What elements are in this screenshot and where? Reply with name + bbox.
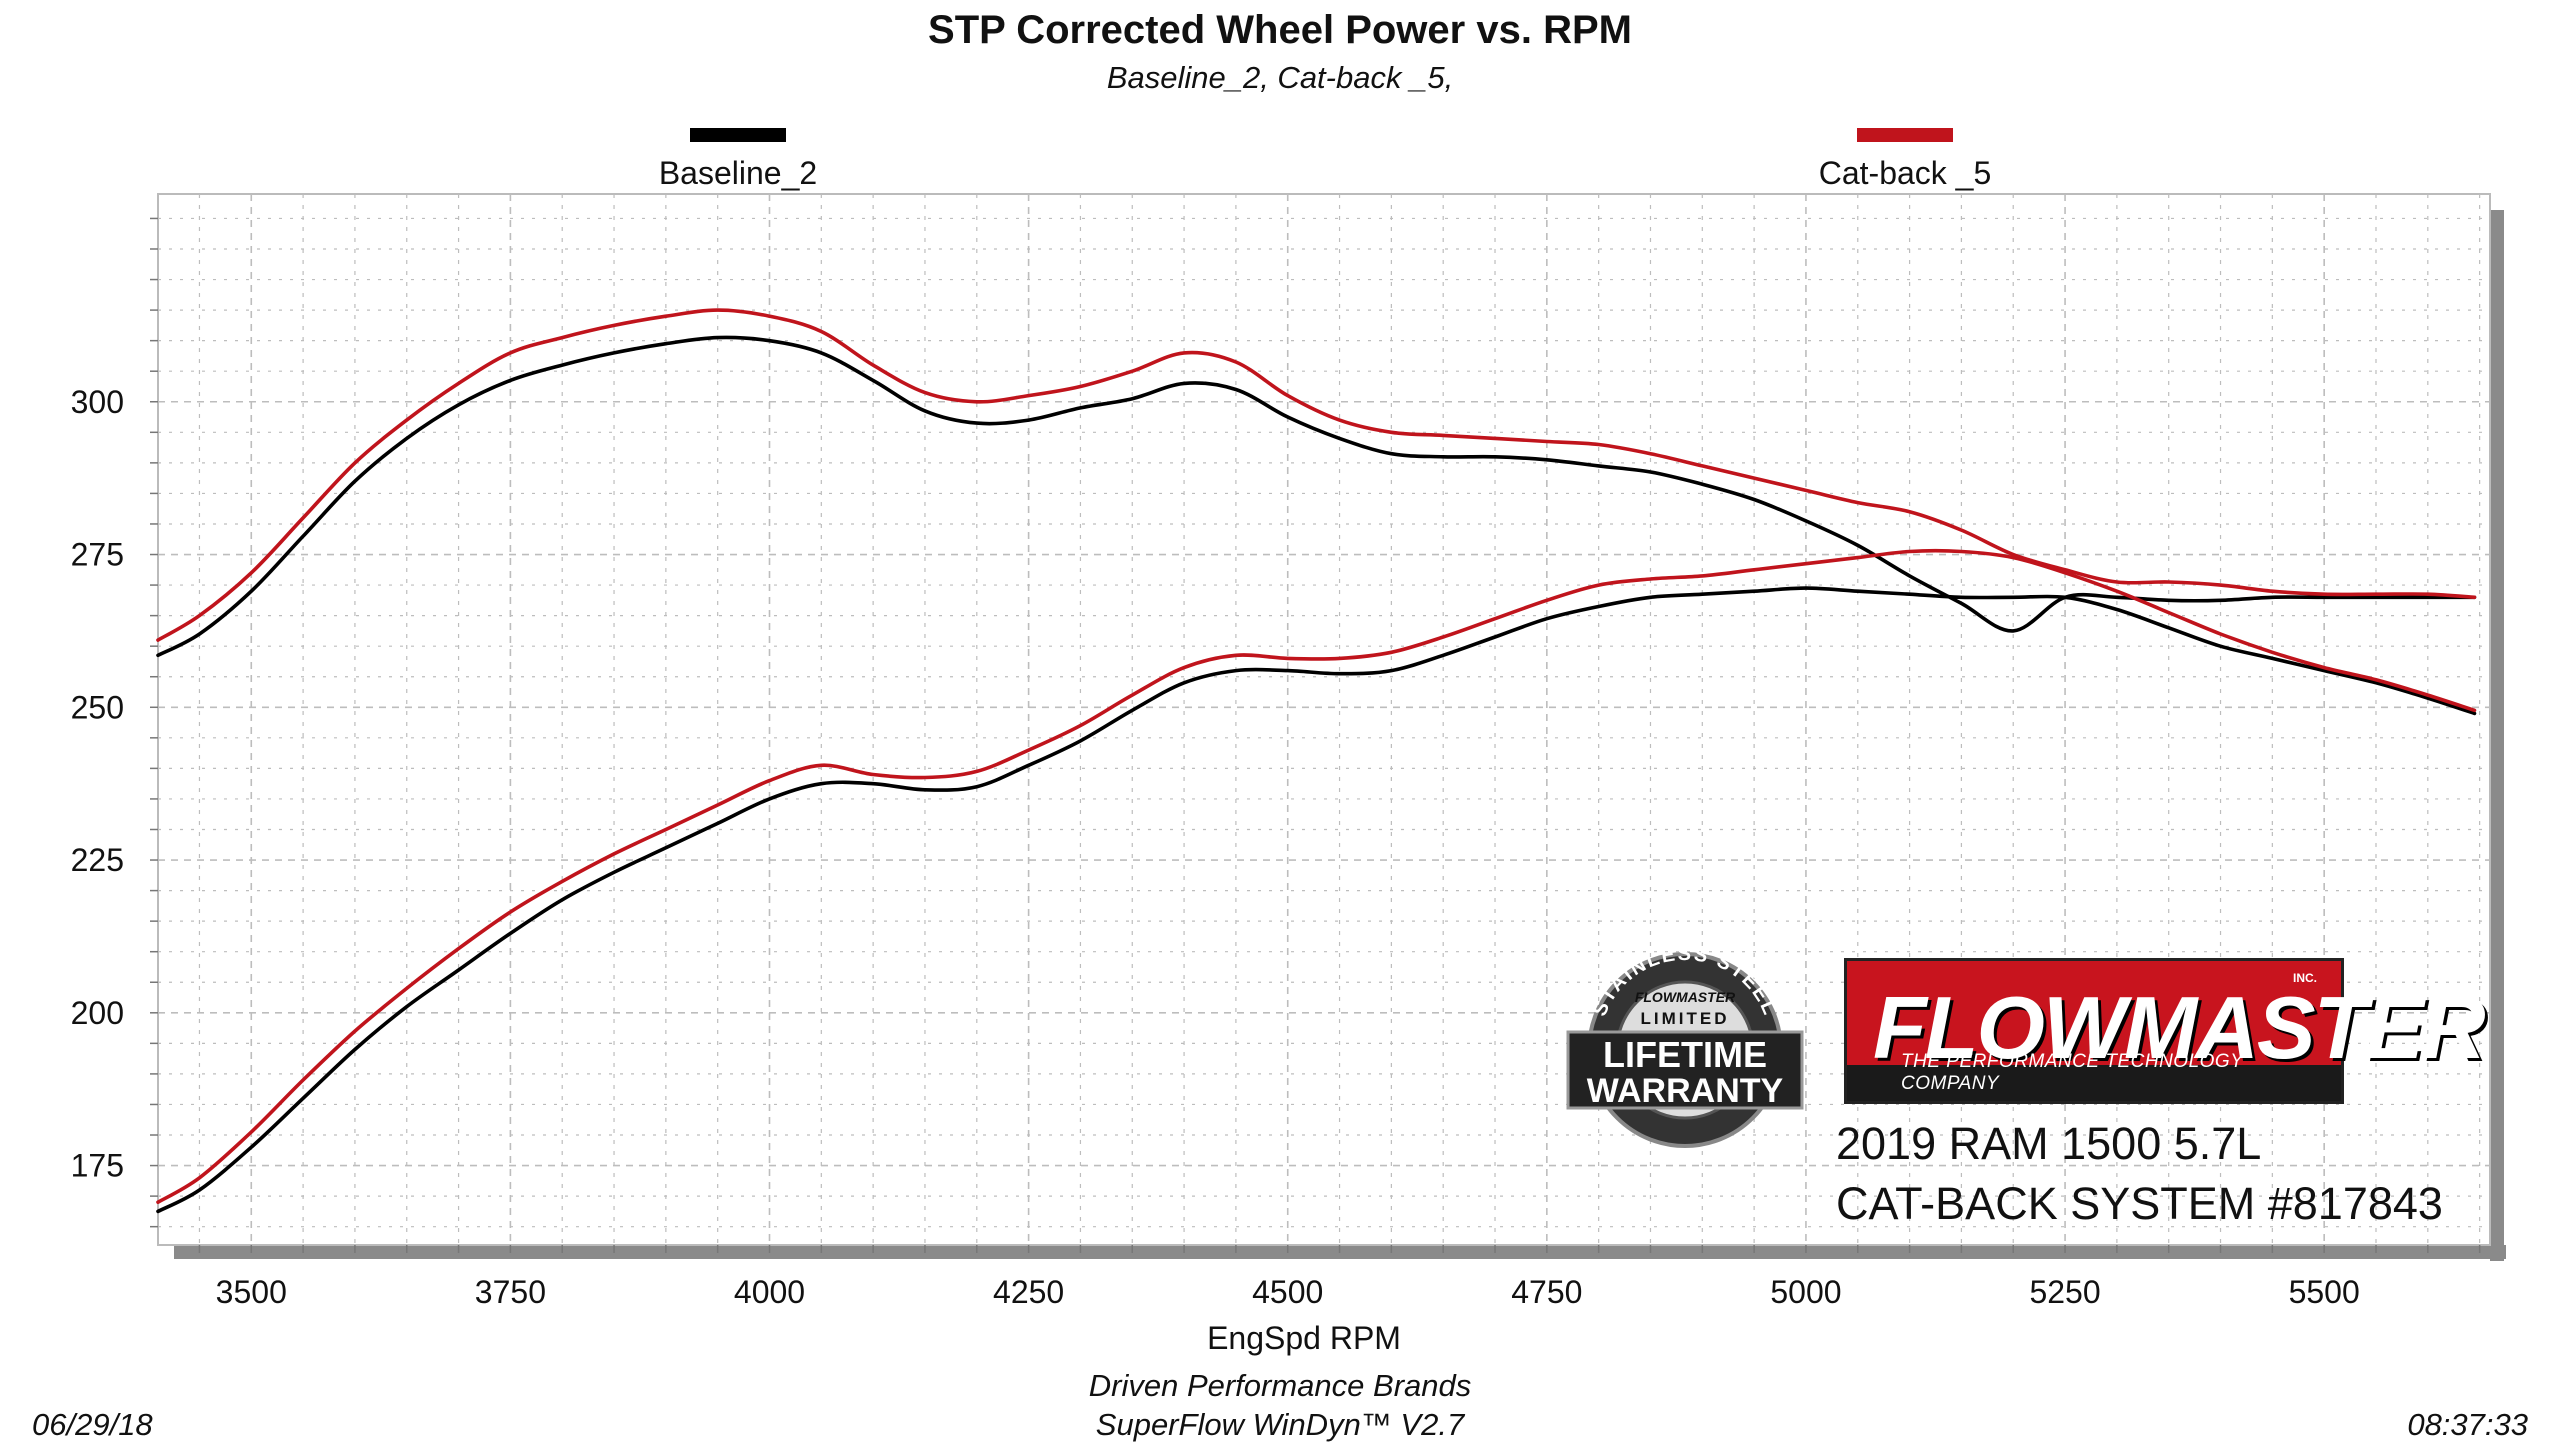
warranty-line2: WARRANTY [1587,1072,1784,1110]
x-tick-label: 3750 [475,1274,546,1310]
legend: Baseline_2 Cat-back _5 [659,128,1991,191]
x-tick-label: 4500 [1252,1274,1323,1310]
plot-shadow [2490,210,2504,1261]
x-tick-label: 4000 [734,1274,805,1310]
y-tick-label: 275 [71,537,124,573]
y-tick-label: 225 [71,842,124,878]
x-tick-label: 4250 [993,1274,1064,1310]
footer-time: 08:37:33 [2407,1407,2528,1442]
warranty-badge: STAINLESS STEEL FLOWMASTER LIMITED LIFET… [1560,943,1810,1150]
legend-label-catback: Cat-back _5 [1819,155,1992,191]
series-line-baseline-torque [156,586,2477,1214]
footer-software: SuperFlow WinDyn™ V2.7 [1095,1407,1465,1442]
chart-subtitle: Baseline_2, Cat-back _5, [1106,60,1454,95]
y-tick-label: 175 [71,1148,124,1184]
flowmaster-logo: FLOWMASTER INC. THE PERFORMANCE TECHNOLO… [1844,958,2486,1104]
warranty-line1: LIFETIME [1603,1034,1767,1075]
warranty-seal-icon: STAINLESS STEEL FLOWMASTER LIMITED LIFET… [1566,943,1804,1148]
vehicle-label: 2019 RAM 1500 5.7L [1836,1118,2262,1169]
x-axis-label: EngSpd RPM [1207,1320,1401,1356]
x-tick-label: 4750 [1511,1274,1582,1310]
warranty-brand: FLOWMASTER [1635,989,1736,1005]
series-group [156,308,2477,1214]
x-tick-label: 3500 [216,1274,287,1310]
series-line-baseline-power [156,335,2477,658]
axis-ticks: 3500 3750 4000 4250 4500 4750 5000 5250 5500 175 2… [71,217,2481,1310]
x-tick-label: 5000 [1770,1274,1841,1310]
y-tick-label: 300 [71,384,124,420]
logo-tag-bar [1847,1065,2341,1101]
logo-brand: FLOWMASTER [1873,978,2486,1077]
series-line-catback-torque [156,548,2477,1204]
y-tick-label: 200 [71,995,124,1031]
chart-title: STP Corrected Wheel Power vs. RPM [928,8,1632,52]
y-tick-label: 250 [71,689,124,725]
warranty-limited: LIMITED [1641,1009,1730,1028]
system-label: CAT-BACK SYSTEM #817843 [1836,1178,2443,1229]
legend-label-baseline: Baseline_2 [659,155,817,191]
x-tick-label: 5250 [2029,1274,2100,1310]
legend-swatch-catback [1857,128,1953,142]
logo-inc: INC. [2293,971,2317,985]
x-tick-label: 5500 [2289,1274,2360,1310]
footer-date: 06/29/18 [32,1407,153,1442]
logo-tagline: THE PERFORMANCE TECHNOLOGY COMPANY [1901,1051,2244,1094]
legend-swatch-baseline [690,128,786,142]
series-line-catback-power [156,308,2477,642]
footer-company: Driven Performance Brands [1088,1368,1472,1403]
